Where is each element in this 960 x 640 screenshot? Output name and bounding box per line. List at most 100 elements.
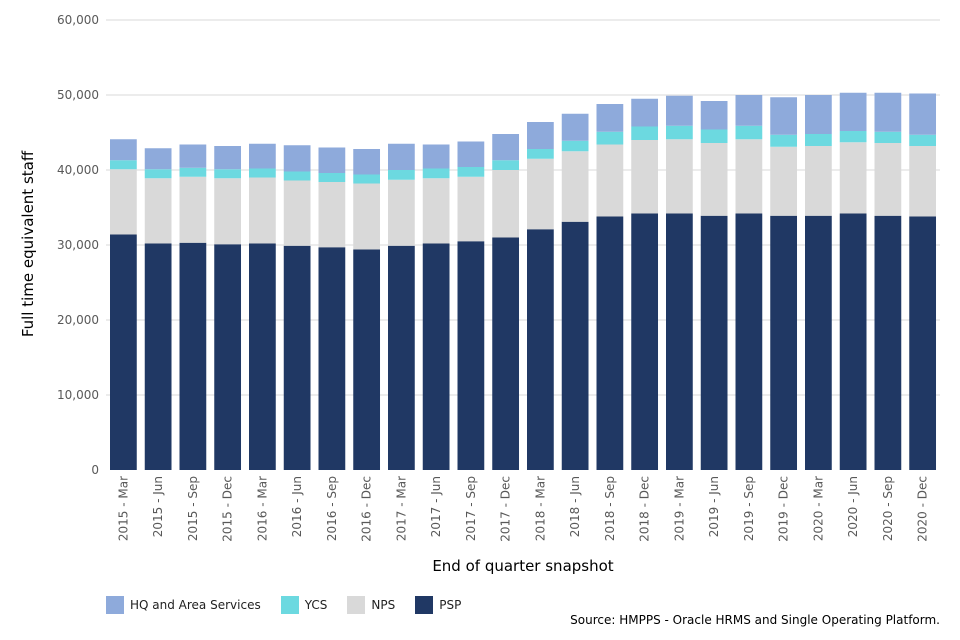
bar-nps bbox=[422, 178, 450, 244]
bar-ycs bbox=[666, 125, 693, 140]
bar-nps bbox=[388, 179, 415, 246]
bar-psp bbox=[283, 245, 311, 470]
bar-ycs bbox=[492, 160, 520, 170]
legend-label: NPS bbox=[371, 598, 396, 612]
bar-ycs bbox=[527, 149, 554, 159]
legend-swatch bbox=[347, 596, 366, 614]
bar-psp bbox=[596, 216, 624, 470]
bar-ycs bbox=[318, 173, 346, 182]
x-tick-label: 2019 - Jun bbox=[707, 476, 721, 537]
bar-hq-and-area-services bbox=[110, 139, 137, 161]
bar-hq-and-area-services bbox=[214, 146, 242, 170]
bar-nps bbox=[318, 182, 346, 248]
bar-ycs bbox=[805, 134, 832, 146]
x-tick-label: 2017 - Sep bbox=[464, 476, 478, 541]
bar-nps bbox=[735, 139, 763, 214]
bar-psp bbox=[561, 221, 589, 470]
bar-hq-and-area-services bbox=[909, 93, 937, 135]
bar-psp bbox=[909, 216, 937, 470]
bar-hq-and-area-services bbox=[144, 148, 172, 170]
x-tick-label: 2016 - Mar bbox=[255, 476, 269, 541]
bar-ycs bbox=[735, 125, 763, 140]
bar-hq-and-area-services bbox=[631, 98, 659, 127]
x-tick-label: 2019 - Mar bbox=[672, 476, 686, 541]
bar-psp bbox=[666, 213, 693, 470]
y-tick-label: 60,000 bbox=[57, 13, 99, 27]
bar-hq-and-area-services bbox=[527, 122, 554, 149]
bar-nps bbox=[144, 178, 172, 244]
bar-nps bbox=[839, 142, 867, 214]
bar-ycs bbox=[388, 170, 415, 180]
bar-nps bbox=[909, 146, 937, 217]
bar-psp bbox=[735, 213, 763, 470]
bar-nps bbox=[249, 177, 276, 244]
bar-hq-and-area-services bbox=[353, 149, 381, 175]
bar-hq-and-area-services bbox=[492, 134, 520, 161]
bar-psp bbox=[110, 234, 137, 470]
legend-item: NPS bbox=[347, 596, 395, 614]
bar-hq-and-area-services bbox=[318, 147, 346, 173]
bar-ycs bbox=[422, 168, 450, 179]
x-tick-label: 2018 - Dec bbox=[638, 476, 652, 542]
bar-psp bbox=[770, 215, 798, 470]
bar-hq-and-area-services bbox=[457, 141, 485, 167]
bar-ycs bbox=[839, 131, 867, 143]
bar-ycs bbox=[874, 131, 902, 143]
bar-hq-and-area-services bbox=[770, 97, 798, 135]
bar-nps bbox=[214, 178, 242, 245]
source-note: Source: HMPPS - Oracle HRMS and Single O… bbox=[570, 613, 940, 627]
x-tick-label: 2016 - Sep bbox=[325, 476, 339, 541]
bar-hq-and-area-services bbox=[666, 95, 693, 126]
x-tick-label: 2017 - Mar bbox=[394, 476, 408, 541]
x-tick-label: 2015 - Sep bbox=[186, 476, 200, 541]
bar-nps bbox=[179, 176, 207, 243]
bar-hq-and-area-services bbox=[422, 144, 450, 169]
bar-nps bbox=[492, 170, 520, 238]
legend-item: YCS bbox=[280, 596, 328, 614]
x-tick-label: 2018 - Jun bbox=[568, 476, 582, 537]
x-axis-ticks: 2015 - Mar 2015 - Jun 2015 - Sep 2015 - Dec… bbox=[116, 476, 929, 542]
legend-label: YCS bbox=[304, 598, 328, 612]
bar-psp bbox=[492, 237, 520, 470]
bar-psp bbox=[527, 229, 554, 470]
bar-nps bbox=[457, 176, 485, 242]
legend-label: PSP bbox=[439, 598, 462, 612]
bar-psp bbox=[839, 213, 867, 470]
x-tick-label: 2015 - Dec bbox=[221, 476, 235, 542]
legend: HQ and Area Services YCS NPS PSP bbox=[106, 596, 481, 614]
bar-nps bbox=[666, 139, 693, 214]
bars bbox=[110, 92, 937, 470]
bar-nps bbox=[770, 146, 798, 216]
legend-label: HQ and Area Services bbox=[130, 598, 261, 612]
bar-psp bbox=[700, 215, 728, 470]
bar-psp bbox=[353, 249, 381, 470]
bar-ycs bbox=[596, 131, 624, 145]
bar-psp bbox=[805, 215, 832, 470]
bar-nps bbox=[596, 144, 624, 217]
bar-ycs bbox=[249, 168, 276, 178]
bar-hq-and-area-services bbox=[249, 143, 276, 169]
x-tick-label: 2017 - Dec bbox=[499, 476, 513, 542]
x-tick-label: 2015 - Jun bbox=[151, 476, 165, 537]
bar-psp bbox=[249, 243, 276, 470]
y-tick-label: 40,000 bbox=[57, 163, 99, 177]
bar-nps bbox=[631, 140, 659, 214]
bar-hq-and-area-services bbox=[596, 104, 624, 132]
x-tick-label: 2018 - Mar bbox=[533, 476, 547, 541]
bar-hq-and-area-services bbox=[179, 144, 207, 168]
bar-psp bbox=[388, 245, 415, 470]
x-tick-label: 2016 - Jun bbox=[290, 476, 304, 537]
legend-item: HQ and Area Services bbox=[106, 596, 261, 614]
x-tick-label: 2020 - Mar bbox=[811, 476, 825, 541]
bar-ycs bbox=[110, 160, 137, 170]
legend-swatch bbox=[280, 596, 299, 614]
bar-nps bbox=[561, 151, 589, 222]
bar-ycs bbox=[561, 140, 589, 152]
bar-ycs bbox=[179, 167, 207, 177]
bar-ycs bbox=[770, 134, 798, 147]
bar-psp bbox=[179, 242, 207, 470]
y-tick-label: 30,000 bbox=[57, 238, 99, 252]
bar-nps bbox=[805, 146, 832, 216]
bar-hq-and-area-services bbox=[839, 92, 867, 131]
